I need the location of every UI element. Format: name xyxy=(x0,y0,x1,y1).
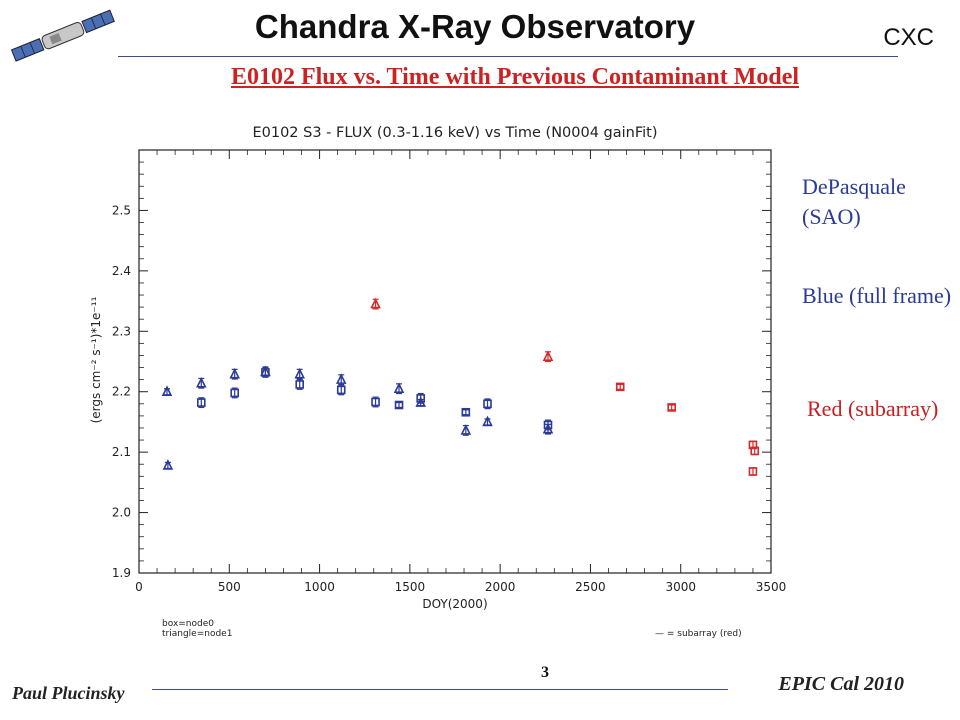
marker-key-subarray: — = subarray (red) xyxy=(655,629,742,639)
x-tick-label: 2000 xyxy=(485,580,516,594)
y-tick-label: 2.2 xyxy=(112,385,131,399)
y-axis-label: (ergs cm⁻² s⁻¹)*1e⁻¹¹ xyxy=(89,296,103,423)
page-title: Chandra X-Ray Observatory xyxy=(254,8,696,45)
y-tick-label: 1.9 xyxy=(112,566,131,580)
data-point-triangle xyxy=(542,350,554,361)
page-number: 3 xyxy=(541,664,549,681)
note-depasquale: DePasquale (SAO) xyxy=(802,174,906,229)
data-point-triangle xyxy=(260,365,271,377)
x-tick-label: 1500 xyxy=(395,580,426,594)
x-tick-label: 500 xyxy=(218,580,241,594)
data-point-triangle xyxy=(162,459,174,470)
data-point-box xyxy=(750,446,760,456)
footer-event: EPIC Cal 2010 xyxy=(778,673,904,695)
plot-frame xyxy=(138,149,772,574)
y-tick-label: 2.3 xyxy=(112,324,131,338)
org-label: CXC xyxy=(883,24,934,51)
data-point-box xyxy=(748,467,758,476)
data-point-triangle xyxy=(542,422,554,434)
x-tick-label: 0 xyxy=(135,580,143,594)
data-point-box xyxy=(483,399,492,409)
data-point-triangle xyxy=(335,373,347,384)
data-point-triangle xyxy=(415,396,426,407)
data-point-box xyxy=(295,380,305,389)
x-tick-label: 1000 xyxy=(304,580,335,594)
data-point-box xyxy=(461,407,471,417)
footer-divider xyxy=(152,689,728,690)
y-tick-label: 2.0 xyxy=(112,506,131,520)
data-point-box xyxy=(394,400,404,410)
note-blue-full-frame: Blue (full frame) xyxy=(802,283,952,308)
data-point-box xyxy=(336,385,346,395)
data-point-box xyxy=(230,388,240,398)
x-tick-label: 3000 xyxy=(665,580,696,594)
data-point-triangle xyxy=(294,367,306,379)
data-point-box xyxy=(196,398,206,407)
slide-subtitle: E0102 Flux vs. Time with Previous Contam… xyxy=(230,64,800,90)
note-red-subarray: Red (subarray) xyxy=(807,396,939,421)
y-tick-label: 2.1 xyxy=(112,445,131,459)
data-point-box xyxy=(615,382,625,392)
y-tick-label: 2.4 xyxy=(112,264,131,278)
footer-author: Paul Plucinsky xyxy=(12,683,125,703)
chandra-satellite-icon xyxy=(10,9,115,62)
marker-key-triangle: triangle=node1 xyxy=(162,629,232,639)
data-point-box xyxy=(748,440,758,450)
data-point-triangle xyxy=(393,382,405,393)
x-tick-label: 2500 xyxy=(575,580,606,594)
data-point-box xyxy=(371,397,380,407)
data-point-triangle xyxy=(229,367,240,379)
data-point-triangle xyxy=(370,297,381,309)
data-point-triangle xyxy=(161,385,173,397)
x-axis-label: DOY(2000) xyxy=(422,597,487,611)
chart-title: E0102 S3 - FLUX (0.3-1.16 keV) vs Time (… xyxy=(252,125,657,141)
data-point-triangle xyxy=(196,376,207,388)
y-tick-label: 2.5 xyxy=(112,203,131,217)
data-point-triangle xyxy=(460,424,472,435)
data-point-box xyxy=(667,403,676,412)
x-tick-label: 3500 xyxy=(756,580,787,594)
marker-key-box: box=node0 xyxy=(162,619,214,629)
data-point-triangle xyxy=(482,415,493,427)
header-divider xyxy=(118,56,898,57)
